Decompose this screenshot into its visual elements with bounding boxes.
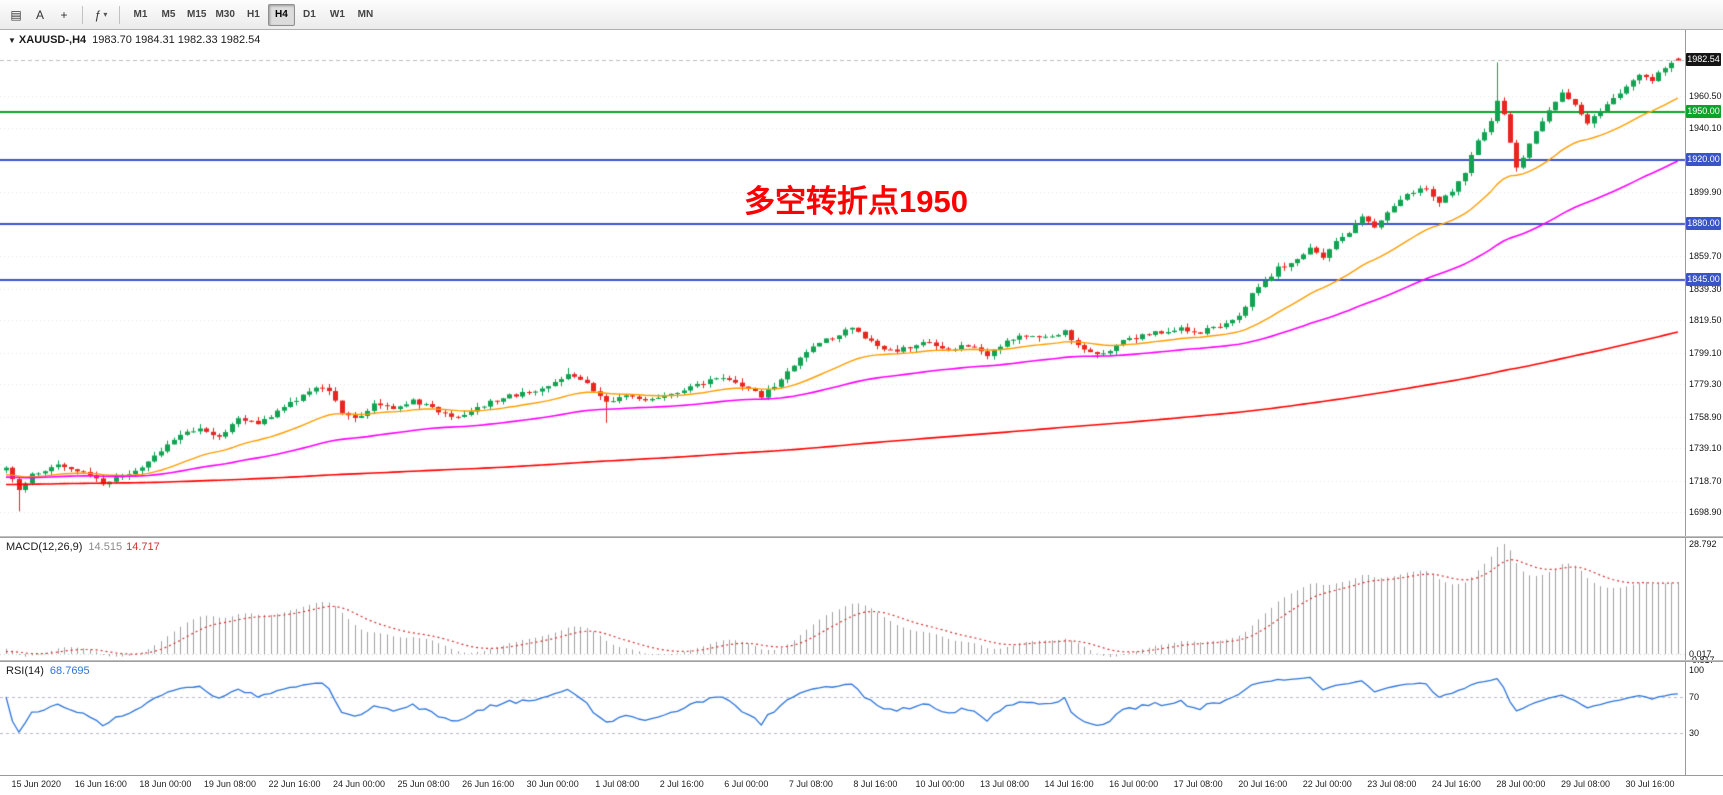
rsi-axis-label: 30 [1689,728,1700,738]
time-axis-label: 25 Jun 08:00 [397,779,450,789]
crosshair-icon[interactable]: + [53,4,75,26]
panel-splitter-macd[interactable] [0,536,1723,538]
line-level-badge: 1880.00 [1686,216,1721,230]
price-axis-label: 1859.70 [1689,251,1722,262]
price-axis-label: 1779.30 [1689,379,1722,390]
price-axis-separator [1685,30,1686,775]
price-axis-label: 1899.90 [1689,187,1722,198]
time-axis-label: 22 Jun 16:00 [268,779,321,789]
rsi-axis-label: 70 [1689,692,1700,702]
time-axis-label: 24 Jun 00:00 [332,779,386,789]
price-axis-label: 1839.30 [1689,283,1722,294]
price-axis-label: 1718.70 [1689,475,1722,486]
collapse-chart-icon[interactable]: ▼ [8,36,16,45]
chart-window-icon[interactable]: ▤ [5,4,27,26]
time-axis[interactable]: 15 Jun 2020 16 Jun 16:00 18 Jun 00:00 19 Ju… [0,776,1723,795]
timeframe-button-m30[interactable]: M30 [211,4,238,26]
time-axis-label: 16 Jun 16:00 [74,779,127,789]
dropdown-caret-icon: ▾ [103,10,108,19]
time-axis-label: 1 Jul 08:00 [595,779,640,789]
timeframe-button-mn[interactable]: MN [352,4,379,26]
time-axis-label: 29 Jul 08:00 [1560,779,1610,789]
time-axis-label: 23 Jul 08:00 [1367,779,1417,789]
price-axis-label: 1698.90 [1689,507,1722,518]
time-axis-label: 18 Jun 00:00 [139,779,192,789]
time-axis-label: 15 Jun 2020 [11,779,62,789]
macd-axis-label: 28.792 [1689,539,1717,549]
time-axis-label: 10 Jul 00:00 [915,779,965,789]
time-axis-label: 30 Jul 16:00 [1625,779,1675,789]
time-axis-label: 2 Jul 16:00 [659,779,704,789]
current-price-badge: 1982.54 [1686,53,1721,67]
price-axis-label: 1960.50 [1689,90,1722,101]
time-axis-separator [0,775,1723,776]
panel-splitter-rsi[interactable] [0,660,1723,662]
time-axis-label: 30 Jun 00:00 [526,779,579,789]
toolbar: ▤ A + ƒ ▾ M1 M5 M15 M30 H1 H4 D1 W1 MN [0,0,1723,30]
time-axis-label: 6 Jul 00:00 [724,779,769,789]
time-axis-label: 16 Jul 00:00 [1109,779,1159,789]
time-axis-label: 7 Jul 08:00 [788,779,833,789]
symbol-timeframe-label: XAUUSD-,H4 [18,34,87,46]
toolbar-separator [82,5,83,24]
macd-value-main: 14.515 [88,541,123,553]
timeframe-group: M1 M5 M15 M30 H1 H4 D1 W1 MN [127,3,379,26]
time-axis-label: 24 Jul 16:00 [1431,779,1481,789]
rsi-axis-label: 100 [1689,665,1705,675]
rsi-indicator-label: RSI(14) 68.7695 [6,665,90,677]
line-level-badge: 1845.00 [1686,272,1721,286]
price-axis-label: 1819.50 [1689,315,1722,326]
line-level-badge: 1950.00 [1686,105,1721,119]
time-axis-label: 13 Jul 08:00 [979,779,1030,789]
toolbar-separator [119,5,120,24]
indicators-icon[interactable]: ƒ ▾ [90,4,112,26]
timeframe-button-d1[interactable]: D1 [296,4,323,26]
time-axis-label: 28 Jul 00:00 [1496,779,1546,789]
time-axis-label: 17 Jul 08:00 [1173,779,1223,789]
timeframe-button-h1[interactable]: H1 [240,4,267,26]
line-level-badge: 1920.00 [1686,153,1721,167]
price-axis-label: 1739.10 [1689,443,1722,454]
timeframe-button-m1[interactable]: M1 [127,4,154,26]
symbol-info-line: ▼ XAUUSD-,H4 1983.70 1984.31 1982.33 1982.… [8,34,260,46]
time-axis-label: 19 Jun 08:00 [203,779,256,789]
rsi-name: RSI(14) [6,665,44,677]
macd-value-signal: 14.717 [126,541,160,553]
time-axis-label: 26 Jun 16:00 [462,779,515,789]
timeframe-button-m5[interactable]: M5 [155,4,182,26]
macd-name: MACD(12,26,9) [6,541,83,553]
indicators-glyph: ƒ [94,7,102,22]
chart-annotation-text: 多空转折点1950 [744,184,968,219]
time-axis-label: 8 Jul 16:00 [853,779,898,789]
text-label-icon[interactable]: A [29,4,51,26]
price-axis-label: 1799.10 [1689,347,1722,358]
rsi-value: 68.7695 [49,665,90,677]
time-axis-label: 14 Jul 16:00 [1044,779,1094,789]
timeframe-button-w1[interactable]: W1 [324,4,351,26]
time-axis-label: 22 Jul 00:00 [1302,779,1352,789]
ohlc-values: 1983.70 1984.31 1982.33 1982.54 [92,34,261,46]
macd-axis-label: 0.017 [1689,649,1712,659]
price-axis-label: 1758.90 [1689,411,1722,422]
timeframe-button-m15[interactable]: M15 [183,4,210,26]
macd-indicator-label: MACD(12,26,9) 14.515 14.717 [6,541,160,553]
time-axis-label: 20 Jul 16:00 [1238,779,1288,789]
timeframe-button-h4[interactable]: H4 [267,3,295,26]
price-axis-label: 1940.10 [1689,123,1722,134]
